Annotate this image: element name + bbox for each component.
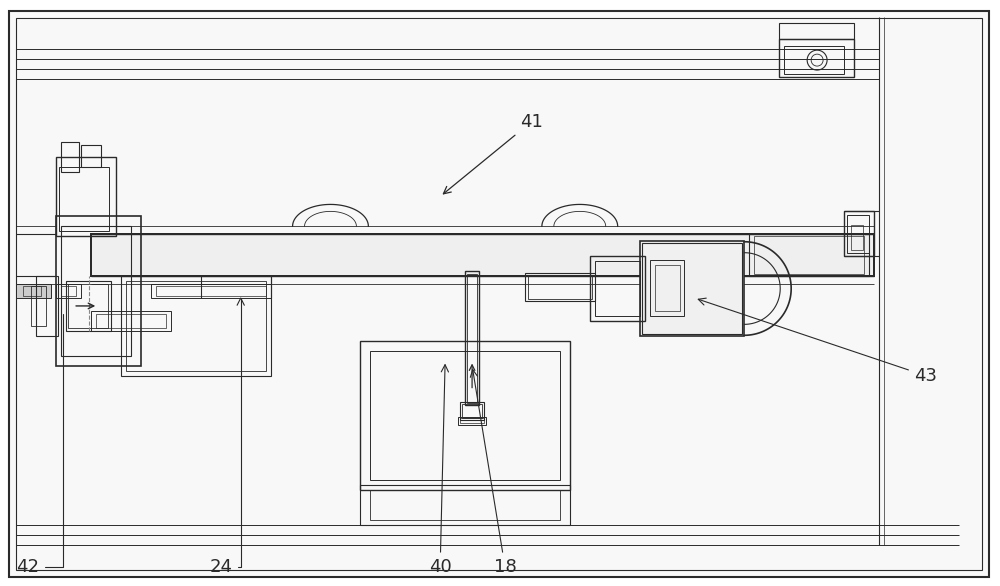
Bar [749,234,869,276]
Bar [36,276,58,336]
Bar [851,226,863,250]
Bar [91,234,874,276]
Bar [462,404,482,418]
Bar [61,286,76,296]
Bar [458,417,486,425]
Bar [16,284,51,298]
Bar [91,234,874,276]
Bar [655,265,680,311]
Bar [642,243,742,334]
Bar [66,281,111,331]
Bar [460,418,484,423]
Bar [754,236,864,274]
Bar [779,23,854,39]
Bar [61,226,131,356]
Bar [126,281,266,370]
Bar [460,403,484,420]
Bar [31,286,46,326]
Bar [23,286,41,296]
Bar [59,166,109,231]
Bar [465,271,479,406]
Bar [68,284,108,328]
Bar [121,276,271,376]
Bar [525,273,595,301]
Text: 42: 42 [16,314,63,575]
Bar [370,490,560,520]
Bar [784,46,844,74]
Text: 43: 43 [698,298,937,384]
Text: 40: 40 [429,364,452,575]
Bar [61,142,79,172]
Text: 24: 24 [209,298,244,575]
Bar [91,311,171,331]
Bar [370,351,560,480]
Bar [360,485,570,525]
Bar [56,156,116,236]
Bar [640,241,744,336]
Bar [156,286,266,296]
Bar [847,216,869,253]
Bar [650,260,684,316]
Bar [528,275,592,299]
Text: 18: 18 [470,370,516,575]
Text: 41: 41 [443,113,543,194]
Bar [844,212,874,256]
Bar [56,216,141,366]
Bar [360,341,570,490]
Bar [56,284,81,298]
Bar [590,256,645,321]
Bar [81,145,101,166]
Bar [595,261,640,316]
Bar [151,284,271,298]
Bar [467,274,477,404]
Bar [779,39,854,77]
Bar [96,314,166,328]
